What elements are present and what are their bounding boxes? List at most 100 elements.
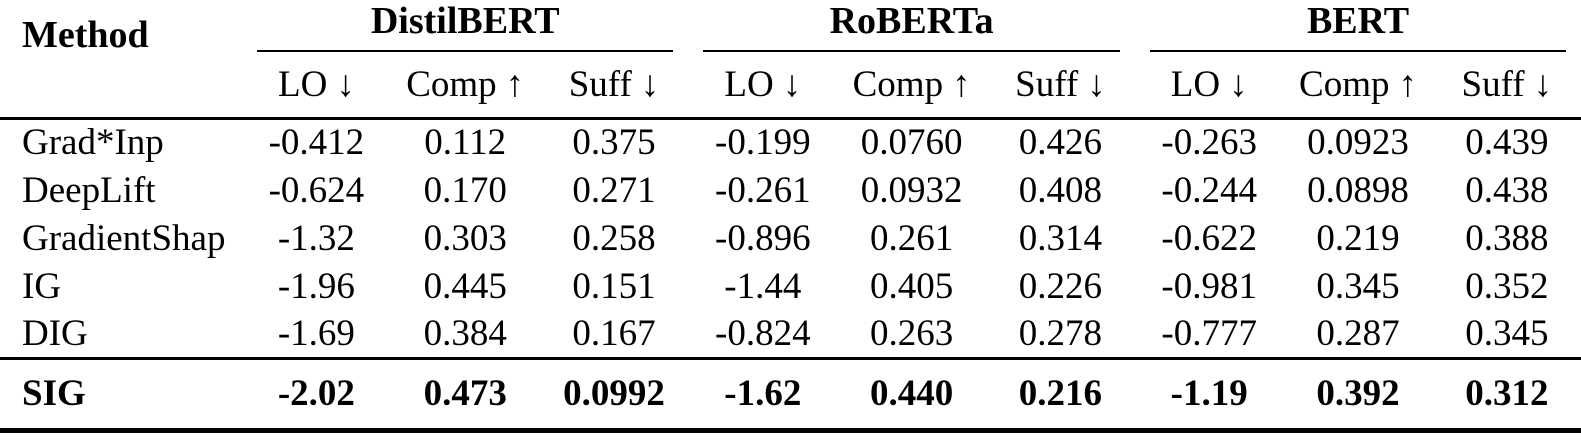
metric-direction-arrow-icon: ↓ (640, 63, 660, 105)
value-cell: 0.440 (837, 356, 987, 433)
metric-direction-arrow-icon: ↑ (1398, 63, 1417, 105)
value-cell: 0.151 (572, 265, 656, 307)
group-header-distilbert: DistilBERT (242, 0, 688, 52)
value-cell: 0.219 (1316, 217, 1400, 259)
group-header-bert: BERT (1135, 0, 1581, 52)
metric-header-lo: LO ↓ (1134, 52, 1284, 120)
metric-header-lo: LO ↓ (688, 52, 838, 120)
group-underline: RoBERTa (703, 0, 1120, 52)
value-cell: -1.19 (1134, 356, 1284, 433)
value-cell: -0.896 (715, 217, 811, 259)
metric-header-comp: Comp ↑ (390, 52, 540, 120)
value-cell: -0.981 (1161, 265, 1257, 307)
metric-label: Suff (1461, 63, 1525, 105)
metric-label: LO (277, 63, 328, 105)
method-name-cell: GradientShap (22, 217, 226, 259)
value-cell: 0.0923 (1307, 122, 1409, 164)
table-row: Grad*Inp -0.412 0.112 0.375 -0.199 0.0760 0.42… (0, 118, 1581, 166)
value-cell: 0.345 (1316, 265, 1400, 307)
value-cell: 0.0760 (860, 122, 963, 164)
value-cell: 0.278 (1018, 312, 1103, 354)
value-cell: 0.384 (423, 312, 507, 354)
value-cell: 0.287 (1316, 312, 1400, 354)
value-cell: 0.314 (1018, 217, 1103, 259)
value-cell: -0.412 (268, 122, 365, 164)
table-row: IG -1.96 0.445 0.151 -1.44 0.405 0.226 -0.981 0.… (0, 262, 1581, 310)
group-underline: BERT (1149, 0, 1567, 52)
method-name-cell: IG (22, 265, 62, 307)
metric-label: Comp (1299, 63, 1390, 105)
value-cell: 0.0992 (539, 356, 689, 433)
value-cell: -0.624 (268, 169, 365, 211)
method-name-cell: SIG (0, 356, 242, 433)
group-label: DistilBERT (370, 0, 560, 42)
value-cell: 0.445 (423, 265, 507, 307)
value-cell: -0.777 (1161, 312, 1257, 354)
value-cell: 0.392 (1283, 356, 1433, 433)
value-cell: 0.303 (423, 217, 507, 259)
table-row: DIG -1.69 0.384 0.167 -0.824 0.263 0.278 -0.777… (0, 310, 1581, 358)
value-cell: 0.375 (572, 122, 656, 164)
group-header-roberta: RoBERTa (688, 0, 1134, 52)
value-cell: 0.312 (1432, 356, 1581, 433)
metric-direction-arrow-icon: ↓ (782, 63, 802, 105)
method-name-cell: DIG (22, 312, 88, 354)
metric-label: Comp (406, 63, 497, 105)
value-cell: 0.473 (390, 356, 540, 433)
value-cell: -0.261 (715, 169, 811, 211)
value-cell: 0.170 (423, 169, 507, 211)
value-cell: 0.388 (1465, 217, 1549, 259)
group-label: RoBERTa (829, 0, 994, 42)
metric-label: LO (724, 63, 774, 105)
value-cell: -1.44 (724, 265, 802, 307)
value-cell: -0.824 (715, 312, 811, 354)
value-cell: -1.62 (688, 356, 838, 433)
value-cell: 0.439 (1465, 122, 1549, 164)
value-cell: 0.216 (986, 356, 1135, 433)
metric-header-comp: Comp ↑ (1283, 52, 1433, 120)
method-column-header: Method (0, 0, 242, 120)
table-row: GradientShap -1.32 0.303 0.258 -0.896 0.261 0.… (0, 214, 1581, 262)
metric-direction-arrow-icon: ↓ (1229, 63, 1248, 105)
metric-label: LO (1170, 63, 1221, 105)
metric-label: Suff (1015, 63, 1079, 105)
value-cell: -0.622 (1161, 217, 1257, 259)
value-cell: 0.0898 (1307, 169, 1409, 211)
value-cell: 0.345 (1465, 312, 1549, 354)
method-name-cell: Grad*Inp (22, 122, 164, 164)
metric-direction-arrow-icon: ↑ (505, 63, 525, 105)
metric-header-lo: LO ↓ (242, 52, 391, 120)
value-cell: -0.244 (1161, 169, 1257, 211)
metric-label: Suff (568, 63, 632, 105)
metric-direction-arrow-icon: ↓ (1533, 63, 1553, 105)
value-cell: 0.438 (1465, 169, 1549, 211)
value-cell: -1.32 (277, 217, 355, 259)
value-cell: 0.258 (572, 217, 656, 259)
table-row: DeepLift -0.624 0.170 0.271 -0.261 0.0932 0.40… (0, 166, 1581, 214)
metric-label: Comp (852, 63, 944, 105)
value-cell: 0.408 (1018, 169, 1103, 211)
value-cell: -0.199 (715, 122, 811, 164)
value-cell: 0.263 (869, 312, 954, 354)
metric-header-comp: Comp ↑ (837, 52, 987, 120)
value-cell: 0.426 (1018, 122, 1103, 164)
metric-header-suff: Suff ↓ (986, 52, 1135, 120)
value-cell: -2.02 (242, 356, 391, 433)
method-name-cell: DeepLift (22, 169, 156, 211)
value-cell: 0.352 (1465, 265, 1549, 307)
value-cell: 0.271 (572, 169, 656, 211)
value-cell: 0.261 (869, 217, 954, 259)
metric-direction-arrow-icon: ↓ (336, 63, 355, 105)
value-cell: -0.263 (1161, 122, 1257, 164)
metric-header-suff: Suff ↓ (539, 52, 689, 120)
highlight-row: SIG -2.02 0.473 0.0992 -1.62 0.440 0.216 -1.19 0… (0, 356, 1581, 433)
value-cell: -1.69 (277, 312, 355, 354)
metric-header-suff: Suff ↓ (1432, 52, 1581, 120)
value-cell: 0.405 (869, 265, 954, 307)
value-cell: 0.226 (1018, 265, 1103, 307)
value-cell: 0.112 (424, 122, 507, 164)
model-header-row: Method DistilBERT RoBERTa BERT (0, 0, 1581, 120)
group-label: BERT (1306, 0, 1410, 42)
value-cell: 0.0932 (860, 169, 963, 211)
